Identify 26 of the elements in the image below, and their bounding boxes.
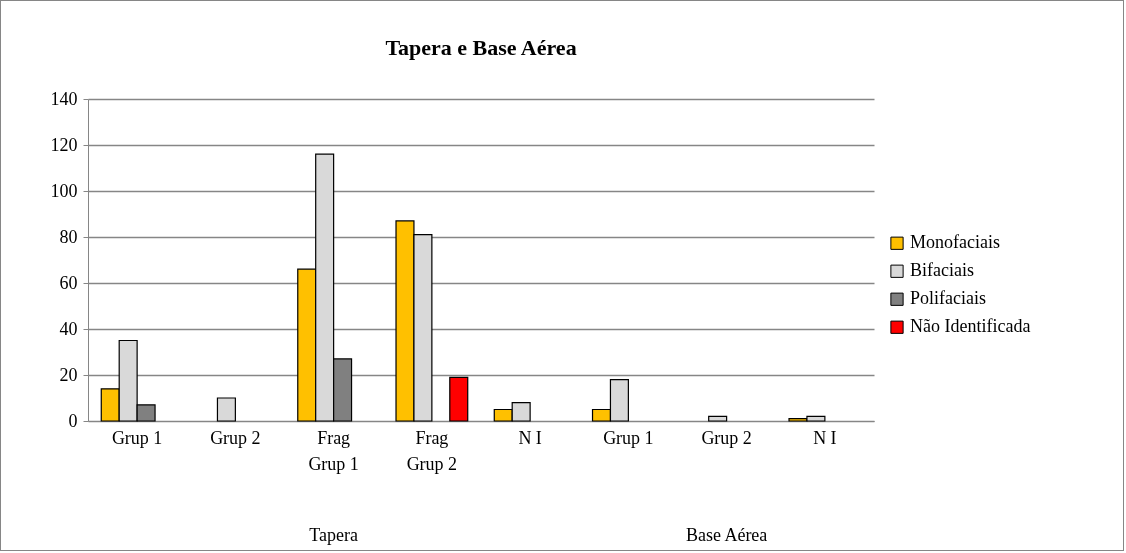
y-tick-label: 40 (59, 318, 78, 339)
text: Base Aérea (685, 525, 768, 545)
x-tick-label: N I (518, 427, 542, 448)
y-tick-label: 100 (50, 180, 78, 201)
y-tick-label: 80 (59, 226, 78, 247)
y-tick-label: 120 (50, 134, 78, 155)
legend-label: Não Identificada (910, 316, 1031, 337)
x-tick-label: Grup 2 (701, 427, 752, 448)
y-tick-label: 20 (59, 364, 78, 385)
legend-label: Polifaciais (910, 288, 986, 309)
x-tick-label: Grup 2 (210, 427, 261, 448)
bar (708, 415, 728, 422)
x-tick-label: N I (813, 427, 837, 448)
y-tick-label: 140 (50, 88, 78, 109)
legend-label: Monofaciais (910, 232, 1000, 253)
x-tick-label: Frag Grup 2 (406, 427, 458, 474)
x-tick-label: Frag Grup 1 (308, 427, 359, 474)
y-tick-label: 60 (59, 272, 78, 293)
chart-title: Tapera e Base Aérea (385, 35, 577, 60)
bar (449, 376, 469, 422)
x-tick-label: Grup 1 (603, 427, 654, 448)
bar (216, 397, 236, 422)
text: Tapera (309, 525, 358, 545)
legend-label: Bifaciais (910, 260, 974, 281)
y-tick-label: 0 (68, 410, 78, 431)
x-tick-label: Grup 1 (111, 427, 163, 448)
